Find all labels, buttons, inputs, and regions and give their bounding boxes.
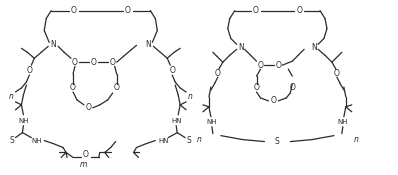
Text: O: O	[334, 69, 340, 78]
Text: n: n	[197, 135, 201, 144]
Text: O: O	[83, 150, 89, 159]
Text: N: N	[311, 43, 317, 52]
Text: HN: HN	[171, 118, 181, 124]
Text: n: n	[187, 92, 193, 102]
Text: O: O	[215, 69, 221, 78]
Text: O: O	[289, 83, 295, 93]
Text: O: O	[70, 83, 76, 93]
Text: O: O	[296, 6, 302, 15]
Text: O: O	[253, 6, 258, 15]
Text: O: O	[125, 6, 131, 15]
Text: NH: NH	[18, 118, 29, 124]
Text: m: m	[79, 160, 87, 169]
Text: O: O	[110, 58, 116, 67]
Text: NH: NH	[338, 119, 348, 125]
Text: HN: HN	[158, 138, 168, 144]
Text: O: O	[258, 61, 263, 70]
Text: S: S	[187, 136, 191, 145]
Text: O: O	[271, 96, 276, 105]
Text: O: O	[114, 83, 119, 93]
Text: O: O	[91, 58, 97, 67]
Text: N: N	[238, 43, 244, 52]
Text: NH: NH	[207, 119, 217, 125]
Text: O: O	[71, 6, 77, 15]
Text: O: O	[26, 66, 32, 75]
Text: O: O	[275, 61, 281, 70]
Text: S: S	[275, 137, 280, 146]
Text: O: O	[169, 66, 175, 75]
Text: S: S	[9, 136, 14, 145]
Text: NH: NH	[31, 138, 41, 144]
Text: O: O	[86, 103, 92, 112]
Text: n: n	[353, 135, 358, 144]
Text: N: N	[146, 40, 151, 49]
Text: N: N	[50, 40, 56, 49]
Text: O: O	[72, 58, 78, 67]
Text: n: n	[9, 92, 14, 102]
Text: O: O	[254, 83, 259, 93]
